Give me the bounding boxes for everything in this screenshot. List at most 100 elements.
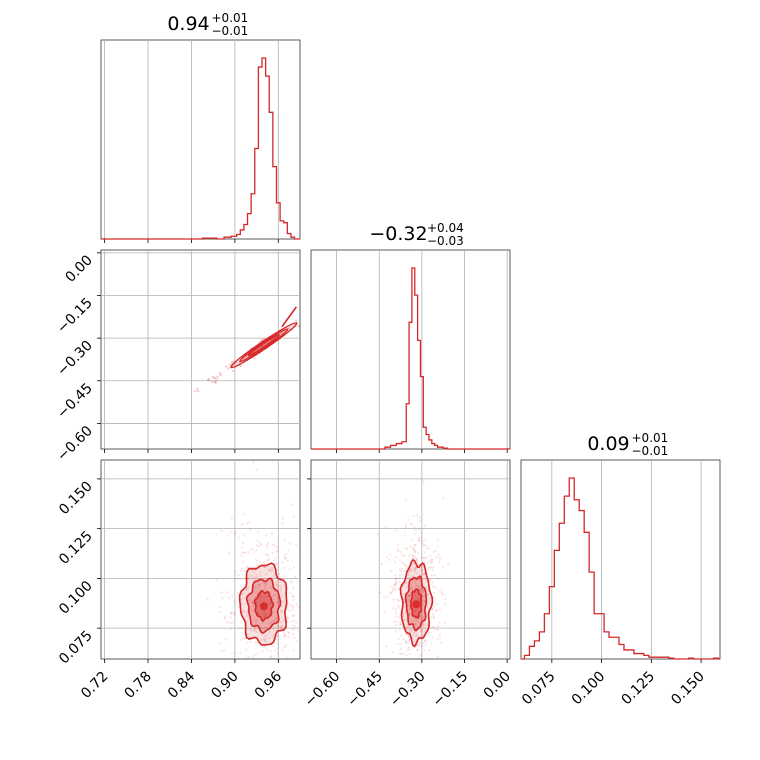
scatter-point xyxy=(408,599,411,602)
scatter-point xyxy=(432,550,435,554)
scatter-point xyxy=(433,626,436,629)
scatter-point xyxy=(410,564,413,567)
contour-level-1 xyxy=(247,333,281,357)
scatter-point xyxy=(398,577,401,580)
scatter-point xyxy=(414,585,417,588)
scatter-point xyxy=(256,631,259,634)
scatter-point xyxy=(252,605,255,608)
scatter-point xyxy=(396,548,400,551)
scatter-point xyxy=(261,627,264,630)
scatter-point xyxy=(255,548,258,551)
scatter-point xyxy=(407,604,410,608)
scatter-point xyxy=(302,661,304,663)
scatter-point xyxy=(413,609,417,613)
scatter-point xyxy=(254,619,257,622)
scatter-point xyxy=(435,556,438,559)
scatter-point xyxy=(259,574,262,577)
scatter-point xyxy=(258,541,261,544)
scatter-point xyxy=(427,546,430,549)
scatter-point xyxy=(431,625,434,629)
scatter-point xyxy=(264,585,267,588)
scatter-point xyxy=(239,651,242,654)
scatter-point xyxy=(409,587,413,590)
scatter-point xyxy=(250,629,253,632)
scatter-point xyxy=(234,570,237,573)
scatter-point xyxy=(250,609,253,612)
title-upper-error: +0.01 xyxy=(212,11,249,25)
scatter-point xyxy=(405,626,408,629)
scatter-point xyxy=(276,652,279,655)
scatter-point xyxy=(259,597,262,600)
scatter-point xyxy=(408,648,411,652)
scatter-point xyxy=(280,621,283,624)
scatter-point xyxy=(399,620,402,623)
density-peak xyxy=(412,600,421,609)
scatter-point xyxy=(240,598,243,601)
scatter-point xyxy=(277,625,280,628)
scatter-point xyxy=(266,559,269,562)
scatter-point xyxy=(430,616,433,619)
scatter-point xyxy=(413,556,416,560)
scatter-point xyxy=(286,559,290,562)
scatter-point xyxy=(435,609,438,612)
scatter-point xyxy=(281,517,284,520)
scatter-point xyxy=(245,566,248,569)
scatter-point xyxy=(253,571,256,574)
scatter-point xyxy=(264,615,267,618)
scatter-point xyxy=(263,582,266,585)
scatter-point xyxy=(407,639,411,642)
scatter-point xyxy=(233,532,236,535)
scatter-point xyxy=(286,656,289,659)
scatter-point xyxy=(259,561,262,565)
scatter-point xyxy=(419,614,422,617)
scatter-point xyxy=(223,649,226,652)
scatter-point xyxy=(413,611,416,614)
scatter-point xyxy=(253,627,256,630)
scatter-point xyxy=(304,321,306,323)
scatter-point xyxy=(405,654,408,657)
scatter-point xyxy=(394,574,397,577)
scatter-point xyxy=(271,615,274,618)
scatter-point xyxy=(266,546,269,549)
y-tick-label: 0.100 xyxy=(56,578,96,618)
panel-r2-c2: 0.09 +0.01−0.01 xyxy=(520,431,721,663)
scatter-point xyxy=(263,612,267,615)
scatter-point xyxy=(276,583,279,587)
scatter-point xyxy=(230,627,233,630)
scatter-point xyxy=(277,601,280,604)
scatter-point xyxy=(266,541,270,544)
scatter-point xyxy=(232,660,234,662)
scatter-point xyxy=(442,566,445,569)
scatter-point xyxy=(277,669,279,671)
scatter-point xyxy=(257,531,260,534)
scatter-point xyxy=(280,625,283,628)
scatter-point xyxy=(256,602,259,605)
scatter-point xyxy=(255,468,258,471)
scatter-point xyxy=(255,618,258,621)
scatter-point xyxy=(266,633,269,636)
scatter-point xyxy=(422,557,425,560)
scatter-point xyxy=(229,612,232,615)
scatter-point xyxy=(281,561,284,564)
scatter-point xyxy=(260,639,263,642)
scatter-point xyxy=(413,555,416,558)
scatter-point xyxy=(397,604,400,608)
scatter-point xyxy=(249,628,252,632)
scatter-point xyxy=(435,603,438,606)
scatter-point xyxy=(255,652,258,656)
scatter-point xyxy=(271,551,274,555)
scatter-point xyxy=(412,554,415,557)
x-tick-label: −0.45 xyxy=(344,669,386,711)
scatter-point xyxy=(234,573,237,576)
scatter-point xyxy=(413,623,416,626)
scatter-point xyxy=(242,551,245,554)
scatter-point xyxy=(287,635,290,638)
scatter-point xyxy=(419,590,422,593)
scatter-point xyxy=(423,640,427,643)
scatter-point xyxy=(438,637,441,640)
scatter-point xyxy=(283,592,286,595)
scatter-point xyxy=(436,577,439,580)
scatter-point xyxy=(432,636,435,639)
scatter-point xyxy=(288,567,291,571)
scatter-point xyxy=(242,609,245,612)
